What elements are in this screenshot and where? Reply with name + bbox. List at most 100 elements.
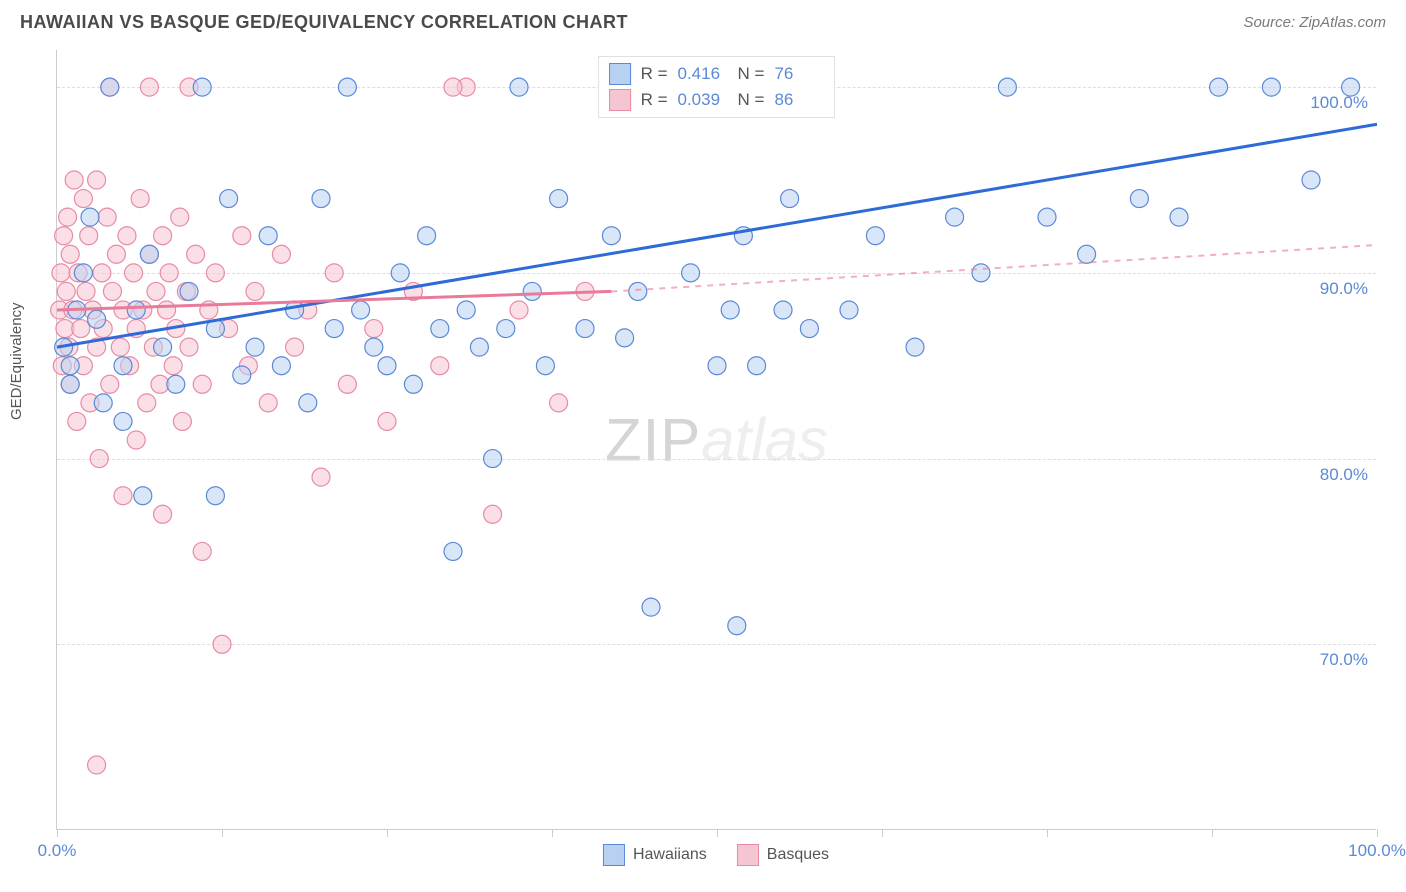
data-point — [88, 756, 106, 774]
data-point — [101, 375, 119, 393]
data-point — [134, 487, 152, 505]
stats-R-value: 0.416 — [678, 61, 728, 87]
x-tick — [387, 829, 388, 837]
data-point — [114, 412, 132, 430]
data-point — [88, 171, 106, 189]
data-point — [246, 282, 264, 300]
data-point — [352, 301, 370, 319]
data-point — [88, 310, 106, 328]
data-point — [338, 78, 356, 96]
data-point — [484, 450, 502, 468]
data-point — [213, 635, 231, 653]
data-point — [68, 412, 86, 430]
data-point — [550, 190, 568, 208]
data-point — [114, 487, 132, 505]
data-point — [536, 357, 554, 375]
data-point — [972, 264, 990, 282]
data-point — [65, 171, 83, 189]
x-tick-label: 0.0% — [38, 841, 77, 861]
data-point — [55, 227, 73, 245]
trend-line-hawaiians — [57, 124, 1377, 347]
x-tick — [57, 829, 58, 837]
data-point — [708, 357, 726, 375]
data-point — [93, 264, 111, 282]
data-point — [391, 264, 409, 282]
data-point — [682, 264, 700, 282]
x-tick — [717, 829, 718, 837]
data-point — [193, 375, 211, 393]
data-point — [61, 245, 79, 263]
data-point — [193, 542, 211, 560]
stats-N-value: 76 — [774, 61, 824, 87]
data-point — [510, 301, 528, 319]
data-point — [246, 338, 264, 356]
data-point — [365, 320, 383, 338]
legend-swatch-basques — [609, 89, 631, 111]
data-point — [127, 431, 145, 449]
data-point — [299, 394, 317, 412]
data-point — [114, 357, 132, 375]
data-point — [325, 320, 343, 338]
data-point — [272, 245, 290, 263]
data-point — [616, 329, 634, 347]
data-point — [107, 245, 125, 263]
data-point — [259, 227, 277, 245]
data-point — [1342, 78, 1360, 96]
legend-swatch-hawaiians — [609, 63, 631, 85]
data-point — [642, 598, 660, 616]
data-point — [59, 208, 77, 226]
data-point — [998, 78, 1016, 96]
x-tick — [222, 829, 223, 837]
data-point — [312, 468, 330, 486]
data-point — [1262, 78, 1280, 96]
data-point — [1210, 78, 1228, 96]
data-point — [418, 227, 436, 245]
data-point — [74, 264, 92, 282]
data-point — [378, 357, 396, 375]
data-point — [748, 357, 766, 375]
data-point — [774, 301, 792, 319]
data-point — [497, 320, 515, 338]
legend-item-hawaiians: Hawaiians — [603, 844, 707, 866]
bottom-legend: Hawaiians Basques — [603, 844, 829, 866]
data-point — [80, 227, 98, 245]
stats-legend: R = 0.416 N = 76 R = 0.039 N = 86 — [598, 56, 836, 118]
chart-source: Source: ZipAtlas.com — [1243, 14, 1386, 31]
data-point — [158, 301, 176, 319]
data-point — [167, 375, 185, 393]
data-point — [946, 208, 964, 226]
stats-R-label: R = — [641, 61, 668, 87]
plot-frame: ZIPatlas 70.0%80.0%90.0%100.0% 0.0%100.0… — [56, 50, 1376, 830]
plot-svg — [57, 50, 1376, 829]
x-tick-label: 100.0% — [1348, 841, 1406, 861]
data-point — [629, 282, 647, 300]
legend-swatch-icon — [603, 844, 625, 866]
data-point — [61, 357, 79, 375]
x-tick — [1377, 829, 1378, 837]
x-tick — [882, 829, 883, 837]
data-point — [57, 282, 75, 300]
data-point — [523, 282, 541, 300]
data-point — [118, 227, 136, 245]
trend-line-basques-solid — [57, 291, 611, 310]
stats-N-value: 86 — [774, 87, 824, 113]
chart-header: HAWAIIAN VS BASQUE GED/EQUIVALENCY CORRE… — [0, 0, 1406, 37]
chart-container: HAWAIIAN VS BASQUE GED/EQUIVALENCY CORRE… — [0, 0, 1406, 892]
data-point — [127, 301, 145, 319]
data-point — [404, 375, 422, 393]
data-point — [140, 78, 158, 96]
data-point — [52, 264, 70, 282]
data-point — [602, 227, 620, 245]
chart-title: HAWAIIAN VS BASQUE GED/EQUIVALENCY CORRE… — [20, 12, 628, 33]
data-point — [484, 505, 502, 523]
data-point — [800, 320, 818, 338]
data-point — [576, 320, 594, 338]
data-point — [1130, 190, 1148, 208]
data-point — [187, 245, 205, 263]
data-point — [325, 264, 343, 282]
data-point — [728, 617, 746, 635]
data-point — [173, 412, 191, 430]
trend-line-basques-dashed — [611, 245, 1377, 291]
x-tick — [1212, 829, 1213, 837]
data-point — [81, 208, 99, 226]
